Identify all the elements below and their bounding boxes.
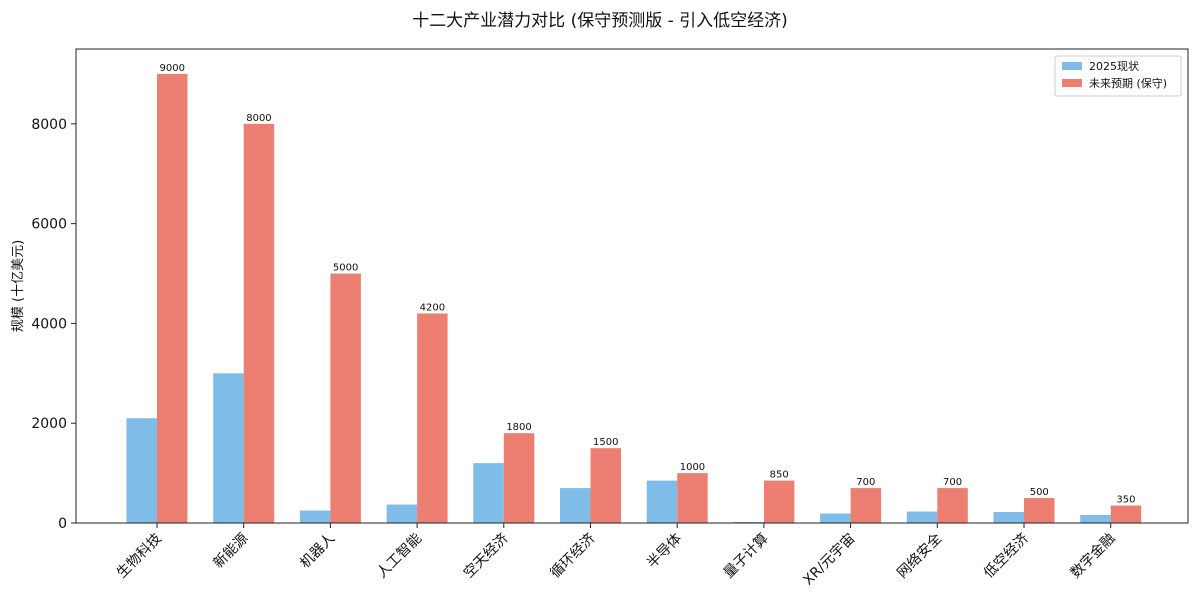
data-label: 1800 xyxy=(506,422,531,433)
bar-current xyxy=(299,510,331,523)
y-tick-label: 0 xyxy=(58,516,67,532)
data-label: 350 xyxy=(1116,495,1135,506)
y-axis: 0 2000 4000 6000 8000 xyxy=(31,117,76,532)
bar-forecast xyxy=(1110,505,1142,523)
data-label: 500 xyxy=(1030,487,1049,498)
bar-forecast xyxy=(677,473,708,523)
bar-forecast xyxy=(503,433,535,523)
y-tick-label: 4000 xyxy=(31,316,67,332)
bar-current xyxy=(386,504,418,523)
x-tick-label: 低空经济 xyxy=(981,531,1032,582)
bar-current xyxy=(993,512,1024,523)
data-label: 4200 xyxy=(420,302,445,313)
bar-current xyxy=(473,463,504,523)
bars xyxy=(126,73,1142,524)
y-tick-label: 6000 xyxy=(31,217,67,233)
data-label: 9000 xyxy=(160,63,185,74)
bar-forecast xyxy=(937,488,968,523)
x-tick-label: 人工智能 xyxy=(374,531,425,582)
x-tick-label: 新能源 xyxy=(211,531,252,572)
x-tick-label: 生物科技 xyxy=(114,531,165,582)
chart-title: 十二大产业潜力对比 (保守预测版 - 引入低空经济) xyxy=(412,11,788,31)
x-axis: 生物科技 新能源 机器人 人工智能 空天经济 循环经济 半导体 量子计算 XR/元宇宙 网络安全低… xyxy=(114,523,1119,589)
plot-frame xyxy=(75,48,1189,524)
bar-forecast xyxy=(330,273,361,523)
data-label: 700 xyxy=(856,477,875,488)
x-tick-label: 机器人 xyxy=(297,531,338,572)
data-label: 1000 xyxy=(680,462,705,473)
legend-box xyxy=(1054,55,1182,97)
bar-forecast xyxy=(763,480,795,523)
bar-forecast xyxy=(1024,498,1055,523)
y-tick-label: 8000 xyxy=(31,117,67,133)
data-label: 5000 xyxy=(333,263,358,274)
bar-current xyxy=(820,513,851,523)
data-label: 850 xyxy=(770,470,789,481)
x-tick-label: 数字金融 xyxy=(1068,531,1119,582)
x-tick-label: 半导体 xyxy=(644,531,685,572)
bar-forecast xyxy=(590,448,621,523)
bar-current xyxy=(646,480,678,523)
data-label: 8000 xyxy=(246,113,271,124)
data-labels: 9000 8000 5000 4200 1800 1500 1000 850 700 700 500… xyxy=(160,63,1136,506)
x-tick-label: 循环经济 xyxy=(547,531,598,582)
legend-swatch xyxy=(1062,79,1082,87)
bar-current xyxy=(126,418,157,523)
bar-current xyxy=(213,373,244,523)
bar-forecast xyxy=(850,488,882,523)
bar-current xyxy=(560,488,591,523)
data-label: 700 xyxy=(943,477,962,488)
legend-label: 2025现状 xyxy=(1089,59,1139,73)
legend-label: 未来预期 (保守) xyxy=(1089,76,1167,90)
x-tick-label: XR/元宇宙 xyxy=(800,531,858,589)
x-tick-label: 网络安全 xyxy=(894,530,946,582)
data-label: 1500 xyxy=(593,437,618,448)
bar-current xyxy=(906,511,938,523)
legend-swatch xyxy=(1062,62,1082,70)
bar-current xyxy=(1080,515,1111,523)
y-axis-label: 规模 (十亿美元) xyxy=(11,240,26,332)
bar-forecast xyxy=(243,123,275,523)
x-tick-label: 空天经济 xyxy=(461,531,512,582)
bar-forecast xyxy=(417,313,448,523)
x-tick-label: 量子计算 xyxy=(721,531,772,582)
bar-forecast xyxy=(157,73,188,524)
y-tick-label: 2000 xyxy=(31,416,67,432)
